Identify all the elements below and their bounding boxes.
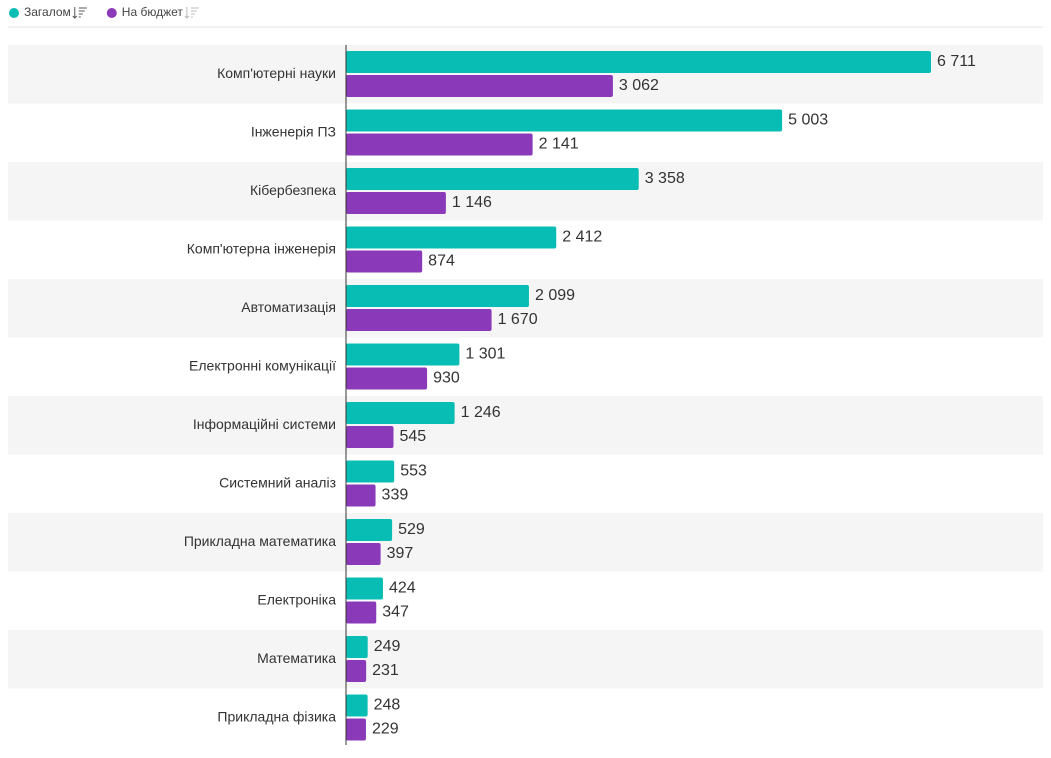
legend-label[interactable]: На бюджет [122, 5, 184, 19]
row-band [8, 630, 1043, 689]
value-label: 3 062 [619, 77, 659, 94]
value-label: 5 003 [788, 112, 828, 129]
category-label: Комп'ютерна інженерія [187, 240, 336, 256]
value-label: 424 [389, 580, 416, 597]
category-label: Електроніка [257, 591, 336, 607]
value-label: 1 246 [461, 404, 501, 421]
category-label: Прикладна фізика [217, 708, 336, 724]
legend-label[interactable]: Загалом [24, 5, 71, 19]
bar [346, 168, 639, 190]
bar [346, 543, 381, 565]
category-label: Автоматизація [241, 299, 336, 315]
value-label: 3 358 [645, 170, 685, 187]
category-label: Математика [257, 650, 336, 666]
category-label: Системний аналіз [219, 474, 336, 490]
bar [346, 519, 393, 541]
value-label: 249 [374, 638, 401, 655]
bar [346, 484, 376, 507]
category-label: Комп'ютерні науки [217, 65, 336, 81]
value-label: 229 [372, 721, 399, 738]
category-label: Кібербезпека [250, 182, 336, 198]
sort-icon[interactable] [184, 7, 199, 19]
value-label: 231 [372, 662, 399, 679]
bar [346, 133, 533, 156]
value-label: 339 [382, 487, 409, 504]
bar [346, 250, 423, 273]
bar [346, 460, 395, 483]
bar [346, 601, 377, 624]
category-label: Інформаційні системи [193, 416, 336, 432]
row-band [8, 396, 1043, 455]
bar [346, 636, 368, 658]
legend-swatch[interactable] [9, 8, 19, 18]
bar [346, 109, 783, 132]
bar [346, 718, 366, 741]
value-label: 347 [382, 604, 409, 621]
value-label: 6 711 [937, 53, 976, 70]
bar [346, 75, 613, 97]
category-label: Прикладна математика [184, 533, 336, 549]
value-label: 529 [398, 521, 425, 538]
row-band [8, 513, 1043, 572]
value-label: 1 301 [465, 346, 505, 363]
value-label: 1 670 [498, 311, 538, 328]
bar [346, 660, 367, 682]
category-label: Електронні комунікації [189, 357, 336, 373]
bar [346, 577, 383, 600]
value-label: 248 [374, 697, 401, 714]
value-label: 397 [387, 545, 414, 562]
value-label: 1 146 [452, 194, 492, 211]
value-label: 2 099 [535, 287, 575, 304]
bar [346, 402, 455, 424]
bar [346, 285, 529, 307]
bar [346, 226, 557, 249]
bar [346, 694, 368, 717]
value-label: 930 [433, 370, 460, 387]
bar [346, 343, 460, 366]
value-label: 553 [400, 463, 427, 480]
sort-icon[interactable] [72, 7, 87, 19]
value-label: 2 412 [562, 229, 602, 246]
bar [346, 192, 446, 214]
bar [346, 309, 492, 331]
value-label: 2 141 [539, 136, 579, 153]
bar [346, 51, 931, 73]
bar [346, 426, 394, 448]
value-label: 874 [428, 253, 455, 270]
legend-swatch[interactable] [106, 8, 117, 18]
category-label: Інженерія ПЗ [251, 123, 336, 139]
value-label: 545 [400, 428, 427, 445]
bar [346, 367, 428, 390]
